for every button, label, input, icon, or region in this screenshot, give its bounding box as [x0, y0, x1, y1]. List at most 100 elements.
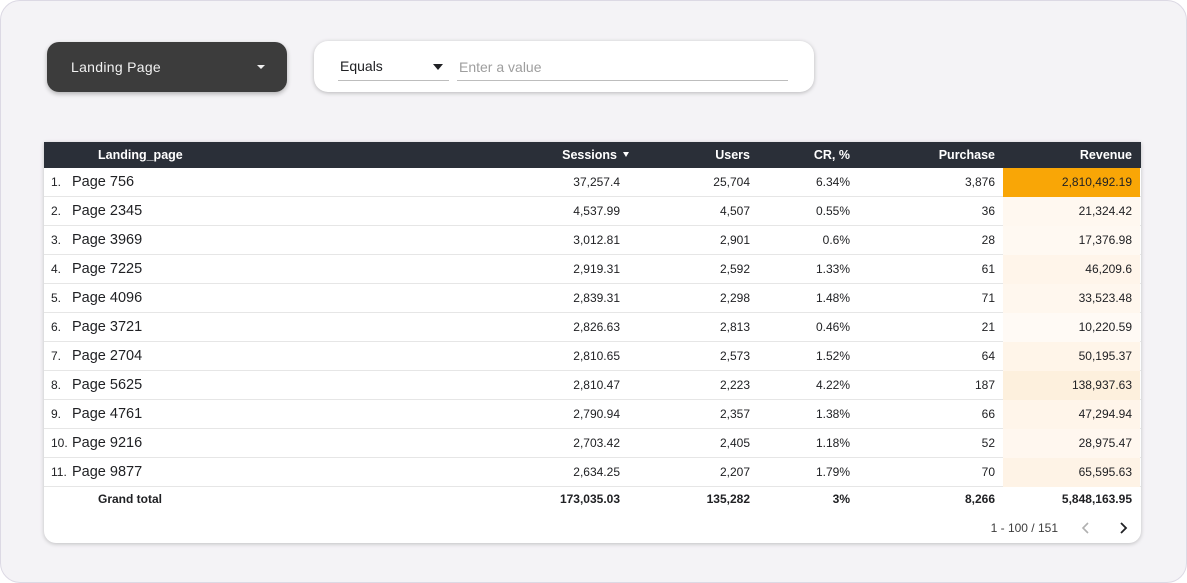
cell-revenue: 21,324.42 [1078, 204, 1132, 218]
data-table: Landing_page Sessions Users CR, % Purcha… [44, 142, 1141, 543]
cell-cr: 1.38% [815, 407, 850, 421]
cell-landing-page: Page 9216 [72, 435, 143, 451]
cell-cr: 6.34% [815, 175, 850, 189]
table-row[interactable]: 4. Page 7225 2,919.31 2,592 1.33% 61 46,209.6 [44, 255, 1141, 284]
cell-users: 2,298 [719, 291, 750, 305]
cell-purchase: 61 [981, 262, 995, 276]
filter-value-input[interactable] [457, 53, 788, 81]
revenue-heat-cell [1003, 429, 1140, 458]
cell-revenue: 65,595.63 [1078, 465, 1132, 479]
cell-sessions: 2,810.65 [573, 349, 620, 363]
cell-users: 2,405 [719, 436, 750, 450]
cell-cr: 0.46% [815, 320, 850, 334]
cell-sessions: 37,257.4 [573, 175, 620, 189]
cell-landing-page: Page 2345 [72, 203, 143, 219]
cell-purchase: 3,876 [964, 175, 995, 189]
row-index: 1. [51, 175, 62, 189]
cell-purchase: 70 [981, 465, 995, 479]
column-header-landing-page[interactable]: Landing_page [98, 148, 183, 162]
revenue-heat-cell [1003, 226, 1140, 255]
row-index: 9. [51, 407, 62, 421]
table-row[interactable]: 3. Page 3969 3,012.81 2,901 0.6% 28 17,376.98 [44, 226, 1141, 255]
cell-users: 2,223 [719, 378, 750, 392]
cell-sessions: 3,012.81 [573, 233, 620, 247]
cell-sessions: 2,839.31 [573, 291, 620, 305]
revenue-heat-cell [1003, 458, 1140, 487]
row-index: 3. [51, 233, 62, 247]
cell-landing-page: Page 4096 [72, 290, 143, 306]
table-row[interactable]: 2. Page 2345 4,537.99 4,507 0.55% 36 21,324.42 [44, 197, 1141, 226]
cell-users: 2,357 [719, 407, 750, 421]
operator-select[interactable]: Equals [338, 53, 449, 81]
cell-cr: 0.6% [822, 233, 850, 247]
table-row[interactable]: 9. Page 4761 2,790.94 2,357 1.38% 66 47,294.94 [44, 400, 1141, 429]
table-row[interactable]: 11. Page 9877 2,634.25 2,207 1.79% 70 65,595.6… [44, 458, 1141, 487]
chevron-right-icon[interactable] [1115, 520, 1131, 536]
cell-revenue: 138,937.63 [1071, 378, 1132, 392]
row-index: 4. [51, 262, 62, 276]
cell-revenue: 50,195.37 [1078, 349, 1132, 363]
cell-cr: 1.48% [815, 291, 850, 305]
column-header-cr[interactable]: CR, % [813, 148, 850, 162]
column-header-purchase[interactable]: Purchase [938, 148, 995, 162]
total-cr: 3% [832, 492, 850, 506]
cell-users: 25,704 [713, 175, 750, 189]
revenue-heat-cell [1003, 284, 1140, 313]
cell-cr: 1.79% [815, 465, 850, 479]
table-row[interactable]: 1. Page 756 37,257.4 25,704 6.34% 3,876 2,810,… [44, 168, 1141, 197]
cell-cr: 1.33% [815, 262, 850, 276]
table-row[interactable]: 7. Page 2704 2,810.65 2,573 1.52% 64 50,195.37 [44, 342, 1141, 371]
cell-purchase: 28 [981, 233, 995, 247]
pagination-range: 1 - 100 / 151 [990, 521, 1058, 535]
revenue-heat-cell [1003, 371, 1140, 400]
dimension-dropdown[interactable]: Landing Page [47, 42, 287, 92]
cell-landing-page: Page 9877 [72, 464, 143, 480]
table-row[interactable]: 6. Page 3721 2,826.63 2,813 0.46% 21 10,220.59 [44, 313, 1141, 342]
cell-purchase: 64 [981, 349, 995, 363]
pagination: 1 - 100 / 151 [44, 513, 1141, 543]
column-header-sessions[interactable]: Sessions [562, 148, 629, 162]
cell-users: 2,592 [719, 262, 750, 276]
cell-revenue: 33,523.48 [1078, 291, 1132, 305]
filter-control: Equals [314, 41, 814, 92]
cell-purchase: 21 [981, 320, 995, 334]
table-row[interactable]: 8. Page 5625 2,810.47 2,223 4.22% 187 138,937.… [44, 371, 1141, 400]
row-index: 7. [51, 349, 62, 363]
cell-purchase: 66 [981, 407, 995, 421]
column-header-revenue[interactable]: Revenue [1079, 148, 1132, 162]
table-row[interactable]: 10. Page 9216 2,703.42 2,405 1.18% 52 28,975.4… [44, 429, 1141, 458]
cell-cr: 1.18% [815, 436, 850, 450]
cell-sessions: 2,826.63 [573, 320, 620, 334]
column-header-users[interactable]: Users [715, 148, 750, 162]
cell-users: 4,507 [719, 204, 750, 218]
cell-revenue: 17,376.98 [1078, 233, 1132, 247]
grand-total-label: Grand total [98, 492, 163, 506]
cell-cr: 4.22% [815, 378, 850, 392]
revenue-heat-cell [1003, 342, 1140, 371]
table-row[interactable]: 5. Page 4096 2,839.31 2,298 1.48% 71 33,523.48 [44, 284, 1141, 313]
dimension-dropdown-label: Landing Page [71, 59, 162, 75]
cell-sessions: 4,537.99 [573, 204, 620, 218]
cell-sessions: 2,810.47 [573, 378, 620, 392]
cell-revenue: 47,294.94 [1078, 407, 1132, 421]
cell-landing-page: Page 5625 [72, 377, 143, 393]
cell-revenue: 46,209.6 [1085, 262, 1132, 276]
cell-users: 2,813 [719, 320, 750, 334]
chevron-left-icon[interactable] [1078, 520, 1094, 536]
cell-purchase: 71 [981, 291, 995, 305]
cell-revenue: 2,810,492.19 [1061, 175, 1132, 189]
cell-landing-page: Page 3721 [72, 319, 143, 335]
cell-cr: 1.52% [815, 349, 850, 363]
total-purchase: 8,266 [964, 492, 995, 506]
row-index: 2. [51, 204, 62, 218]
caret-down-icon [433, 64, 443, 70]
cell-purchase: 187 [974, 378, 995, 392]
cell-sessions: 2,634.25 [573, 465, 620, 479]
row-index: 6. [51, 320, 62, 334]
cell-sessions: 2,790.94 [573, 407, 620, 421]
cell-users: 2,901 [719, 233, 750, 247]
cell-users: 2,573 [719, 349, 750, 363]
total-sessions: 173,035.03 [559, 492, 620, 506]
revenue-heat-cell [1003, 197, 1140, 226]
total-revenue: 5,848,163.95 [1061, 492, 1132, 506]
